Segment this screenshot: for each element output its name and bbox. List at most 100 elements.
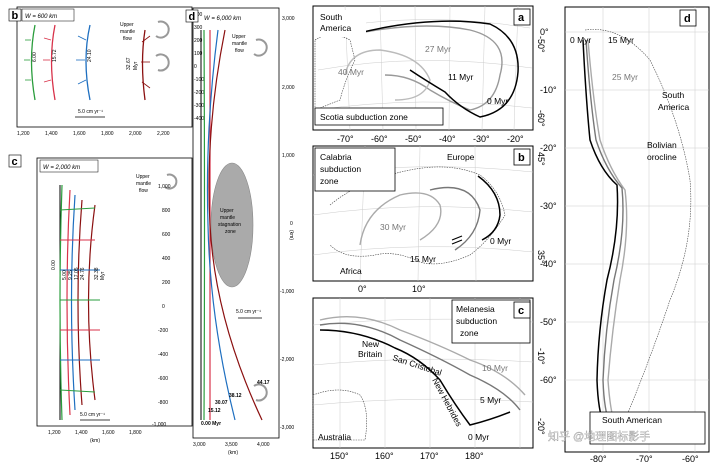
map-panel-d: d 0 Myr 15 Myr 25 Myr South America Boli… bbox=[540, 6, 710, 464]
map-a-lon-tick: -40° bbox=[439, 134, 456, 144]
panel-c-trench-t4 bbox=[77, 199, 83, 406]
map-panel-c: Melanesia subduction zone New Britain Sa… bbox=[312, 297, 546, 461]
panel-b-y-tick: 200 bbox=[194, 38, 203, 44]
panel-b-frame bbox=[16, 6, 193, 128]
map-c-age-5: 5 Myr bbox=[480, 395, 501, 405]
model-panel-b: b W = 600 km Upper mantle flow 6.00 15.7… bbox=[8, 6, 204, 137]
map-a-lon-tick: -20° bbox=[507, 134, 524, 144]
map-d-letter-box bbox=[679, 9, 697, 27]
map-a-letter-box bbox=[513, 8, 531, 26]
map-c-lon-ticks: 150° 160° 170° 180° bbox=[330, 451, 484, 461]
panel-c-flow-label: Upper mantle flow bbox=[136, 174, 151, 194]
panel-c-letter: c bbox=[12, 156, 18, 168]
map-d-age-25: 25 Myr bbox=[612, 72, 638, 82]
panel-b-letter-box bbox=[8, 8, 22, 22]
panel-c-x-tick: 1,400 bbox=[75, 430, 88, 436]
map-d-lon-tick: -80° bbox=[590, 454, 607, 464]
panel-b-flow-arrow bbox=[155, 20, 170, 39]
panel-d-flow-line-3: flow bbox=[235, 48, 244, 54]
map-b-letter-box bbox=[513, 148, 531, 166]
panel-d-flow-label: Upper mantle flow bbox=[232, 34, 247, 54]
map-d-lat-tick: -50° bbox=[540, 317, 557, 327]
map-a-age-0: 0 Myr bbox=[487, 96, 508, 106]
map-c-lon-tick: 160° bbox=[375, 451, 394, 461]
map-b-zone-box bbox=[314, 147, 396, 192]
map-c-zone-line-2: subduction bbox=[456, 316, 497, 326]
panel-b-flow-label: Upper mantle flow bbox=[120, 22, 135, 42]
map-a-zone-box bbox=[314, 107, 444, 126]
panel-c-time-3: 17.05 bbox=[74, 267, 80, 280]
map-c-zone-line-1: Melanesia bbox=[456, 304, 495, 314]
map-a-lon-tick: -70° bbox=[337, 134, 354, 144]
panel-c-time-4: 24.76 bbox=[80, 267, 86, 280]
panel-d-time-4: 44.17 bbox=[257, 380, 270, 386]
panel-b-velocity-ticks bbox=[24, 35, 151, 89]
map-b-trench-30myr bbox=[359, 192, 442, 246]
panel-c-time-0: 0.00 bbox=[51, 260, 57, 270]
panel-b-flow-line-2: mantle bbox=[120, 29, 135, 35]
map-a-lat-tick: -60° bbox=[536, 110, 546, 127]
map-c-age-0: 0 Myr bbox=[468, 432, 489, 442]
panel-d-y-tick: 1,000 bbox=[282, 153, 295, 159]
map-a-trench-40myr bbox=[344, 49, 431, 101]
panel-d-y-tick: -3,000 bbox=[280, 425, 294, 431]
map-a-region-line-2: America bbox=[320, 23, 351, 33]
model-panel-d: d W = 6,000 km Upper mantle flow Upper m… bbox=[185, 7, 295, 456]
panel-b-x-tick: 2,200 bbox=[157, 131, 170, 137]
map-d-trench-15myr bbox=[585, 39, 624, 426]
panel-b-x-ticks: 1,200 1,400 1,600 1,800 2,000 2,200 bbox=[17, 131, 170, 137]
map-d-lat-tick: -40° bbox=[540, 259, 557, 269]
panel-c-x-ticks: 1,200 1,400 1,600 1,800 bbox=[48, 430, 142, 436]
map-d-lat-tick: -60° bbox=[540, 375, 557, 385]
panel-d-flow-line-2: mantle bbox=[232, 41, 247, 47]
map-d-age-0: 0 Myr bbox=[570, 35, 591, 45]
panel-b-flow-arrow-lower bbox=[155, 53, 170, 72]
map-c-letter-box bbox=[513, 301, 531, 319]
stagnation-line-4: zone bbox=[225, 229, 236, 235]
map-c-place-australia: Australia bbox=[318, 432, 351, 442]
panel-c-horizontal-flow-lines bbox=[59, 207, 100, 393]
panel-c-y-tick: -400 bbox=[158, 352, 168, 358]
panel-d-model-letter-box bbox=[185, 9, 199, 23]
panel-b-time-3: 24.10 bbox=[87, 49, 93, 62]
map-c-lon-tick: 170° bbox=[420, 451, 439, 461]
map-a-coastline bbox=[314, 34, 356, 111]
map-panel-a: South America 27 Myr 40 Myr 11 Myr 0 Myr… bbox=[312, 5, 546, 144]
panel-c-frame bbox=[36, 157, 193, 427]
map-b-lat-tick: 45° bbox=[536, 152, 546, 166]
panel-b-y-ticks: 400 300 200 100 0 -100 -200 -300 -400 bbox=[194, 12, 204, 122]
map-d-lon-tick: -60° bbox=[682, 454, 699, 464]
map-d-zone-box bbox=[589, 411, 706, 445]
model-panel-c: c W = 2,000 km Upper mantle flow 0.00 5.… bbox=[8, 154, 193, 444]
panel-c-trench-t3 bbox=[70, 194, 76, 411]
panel-c-flow-line-1: Upper bbox=[136, 174, 150, 180]
map-d-lon-tick: -70° bbox=[636, 454, 653, 464]
map-d-zone-name: South American bbox=[602, 415, 662, 425]
panel-b-trench-t4 bbox=[141, 29, 146, 101]
panel-d-x-ticks: 3,000 3,500 4,000 bbox=[193, 442, 270, 448]
panel-d-time-2: 30.07 bbox=[215, 400, 228, 406]
map-a-region-line-1: South bbox=[320, 12, 342, 22]
map-a-lon-tick: -60° bbox=[371, 134, 388, 144]
panel-c-x-tick: 1,600 bbox=[102, 430, 115, 436]
map-c-lat-tick: -20° bbox=[536, 418, 546, 435]
panel-c-time-2: 9.25 bbox=[68, 270, 74, 280]
panel-b-y-tick: -300 bbox=[194, 103, 204, 109]
panel-d-model-letter: d bbox=[189, 11, 196, 23]
map-d-lat-tick: -20° bbox=[540, 143, 557, 153]
map-b-region-bottom: Africa bbox=[340, 266, 362, 276]
panel-b-time-1: 6.00 bbox=[32, 52, 38, 62]
map-b-zone-line-1: Calabria bbox=[320, 152, 352, 162]
map-d-age-15: 15 Myr bbox=[608, 35, 634, 45]
panel-d-y-tick: -1,000 bbox=[280, 289, 294, 295]
panel-c-trench-t2 bbox=[66, 189, 71, 416]
map-d-feature-line-2: orocline bbox=[647, 152, 677, 162]
map-a-lat-tick: -50° bbox=[536, 36, 546, 53]
panel-b-y-tick: 300 bbox=[194, 25, 203, 31]
map-b-region-top: Europe bbox=[447, 152, 475, 162]
panel-d-y-ticks: 3,000 2,000 1,000 0 -1,000 -2,000 -3,000 bbox=[280, 16, 295, 431]
panel-c-y-tick: 200 bbox=[162, 280, 171, 286]
map-d-lat-ticks: 0° -10° -20° -30° -40° -50° -60° bbox=[540, 27, 557, 385]
panel-c-width-box bbox=[39, 159, 99, 173]
